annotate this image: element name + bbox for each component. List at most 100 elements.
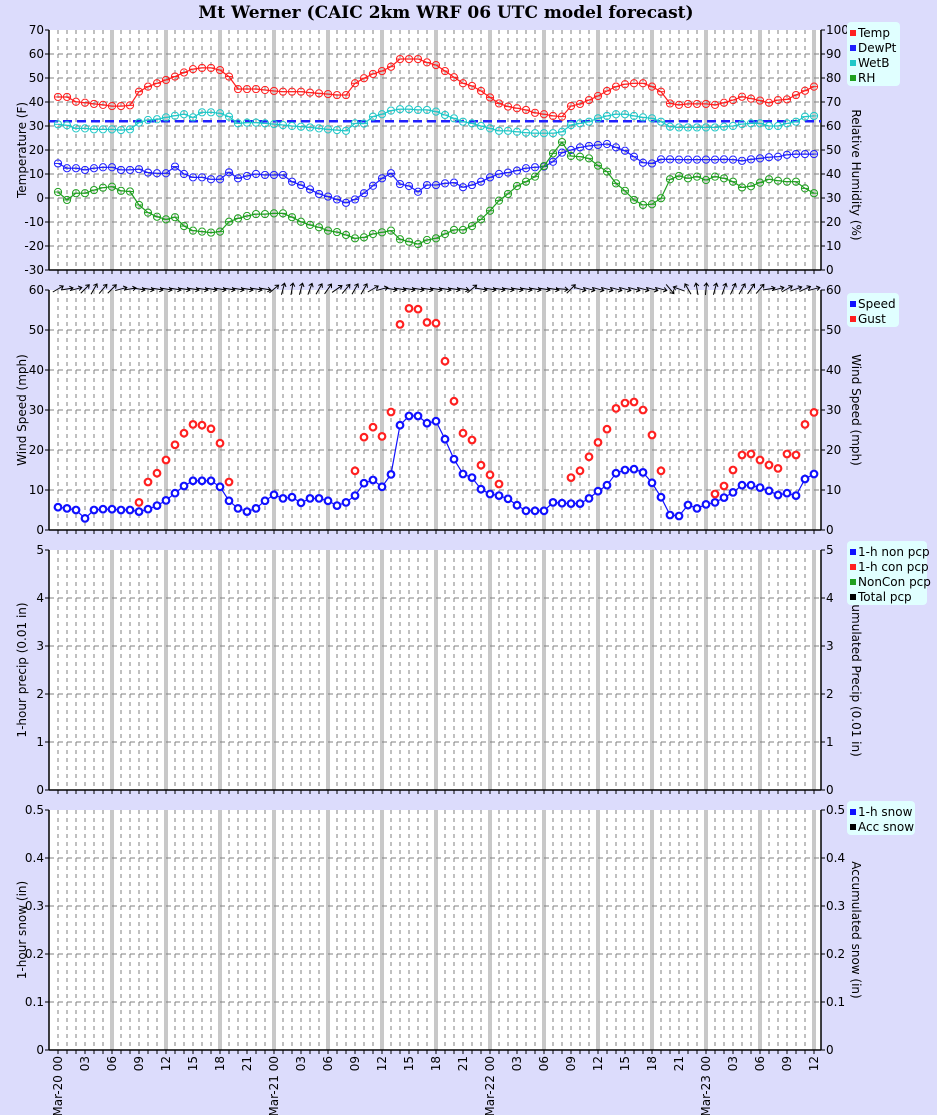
data-point	[296, 498, 306, 508]
data-point	[548, 498, 558, 507]
y-tick-label-right: 60	[826, 283, 841, 297]
data-point	[341, 498, 351, 507]
data-point	[449, 396, 459, 406]
data-point	[80, 514, 90, 523]
wind-arrow-icon	[324, 283, 333, 295]
wind-arrow-icon	[269, 284, 280, 294]
data-point	[224, 496, 234, 506]
data-point	[404, 304, 414, 313]
data-point	[188, 476, 198, 486]
wind-arrow-icon	[730, 282, 737, 295]
wind-arrow-icon	[367, 285, 379, 293]
data-point	[539, 506, 549, 516]
x-tick-label: 12	[591, 1056, 605, 1071]
data-point	[692, 504, 702, 513]
data-point	[485, 489, 495, 499]
data-point	[386, 470, 396, 479]
data-point	[755, 483, 765, 493]
data-point	[242, 507, 252, 517]
wind-arrow-icon	[665, 284, 675, 295]
y-tick-label-right: 30	[826, 191, 841, 205]
wind-arrow-icon	[601, 286, 614, 293]
data-point	[62, 504, 72, 513]
y-tick-label: 0.3	[25, 899, 44, 913]
data-point	[530, 506, 540, 516]
y-tick-label-right: 4	[826, 591, 834, 605]
y-tick-label-right: 10	[826, 239, 841, 253]
panel-2: 0 0 10 10 20 20 30 30 40 40 50 50 60 60 Wind Speed (mp…	[15, 282, 863, 537]
data-point	[350, 491, 360, 501]
legend-label: RH	[858, 71, 875, 85]
data-point	[269, 490, 279, 500]
data-point	[791, 450, 801, 460]
wind-arrow-icon	[655, 286, 668, 293]
data-point	[233, 504, 243, 513]
data-point	[719, 493, 729, 503]
legend-label: Total pcp	[857, 590, 912, 604]
x-tick-label: 06	[321, 1056, 335, 1071]
legend-box	[847, 293, 899, 327]
wind-arrow-icon	[721, 282, 728, 295]
y-tick-label: -30	[24, 263, 44, 277]
series-speed	[53, 411, 819, 523]
data-point	[566, 473, 576, 483]
chart-title: Mt Werner (CAIC 2km WRF 06 UTC model for…	[198, 3, 693, 23]
data-point	[746, 449, 756, 459]
data-point	[566, 499, 576, 509]
wind-arrow-icon	[672, 285, 685, 292]
data-point	[422, 318, 432, 327]
x-tick-label: 12	[159, 1056, 173, 1071]
y-tick-label: -10	[24, 215, 44, 229]
wind-arrow-icon	[70, 285, 83, 292]
data-point	[359, 478, 369, 488]
data-point	[728, 488, 738, 497]
wind-arrow-icon	[808, 285, 821, 292]
legend-label: Temp	[857, 26, 890, 40]
y-tick-label: 50	[29, 323, 44, 337]
data-point	[53, 502, 63, 512]
data-point	[557, 498, 567, 508]
wind-arrow-icon	[341, 283, 351, 294]
x-tick-label: 21	[240, 1056, 254, 1071]
y-tick-label: 0.4	[25, 851, 44, 865]
y-axis-title-right: Wind Speed (mph)	[849, 354, 863, 466]
y-tick-label-right: 20	[826, 215, 841, 229]
legend-swatch	[850, 75, 856, 81]
data-point	[152, 501, 162, 511]
legend-label: 1-h con pcp	[858, 560, 929, 574]
legend-label: WetB	[858, 56, 889, 70]
data-point	[800, 474, 810, 484]
wind-arrow-icon	[772, 285, 785, 292]
x-tick-label: 18	[645, 1056, 659, 1071]
legend-label: Gust	[858, 312, 886, 326]
x-tick-label: Mar-20 00	[51, 1056, 65, 1115]
wind-arrow-icon	[693, 282, 700, 295]
legend-swatch	[850, 60, 856, 66]
x-tick-label: 12	[375, 1056, 389, 1071]
data-point	[368, 475, 378, 485]
data-point	[116, 505, 126, 515]
series-temp	[53, 54, 819, 121]
data-point	[512, 500, 522, 510]
y-axis-title-right: Accumulated Precip (0.01 in)	[849, 583, 863, 757]
legend-swatch	[850, 45, 856, 51]
data-point	[323, 496, 333, 506]
legend-label: Speed	[858, 297, 896, 311]
data-point	[665, 510, 675, 520]
y-tick-label-right: 0	[826, 1043, 834, 1057]
data-point	[386, 407, 396, 417]
data-point	[773, 464, 783, 473]
data-point	[395, 320, 405, 329]
y-tick-label: 0	[36, 523, 44, 537]
legend-swatch	[850, 579, 856, 585]
data-point	[647, 478, 657, 488]
x-tick-label: 03	[510, 1056, 524, 1071]
y-tick-label: 70	[29, 23, 44, 37]
data-point	[161, 496, 171, 505]
data-point	[305, 494, 315, 503]
y-tick-label-right: 3	[826, 639, 834, 653]
data-point	[134, 507, 144, 517]
data-point	[467, 435, 477, 445]
